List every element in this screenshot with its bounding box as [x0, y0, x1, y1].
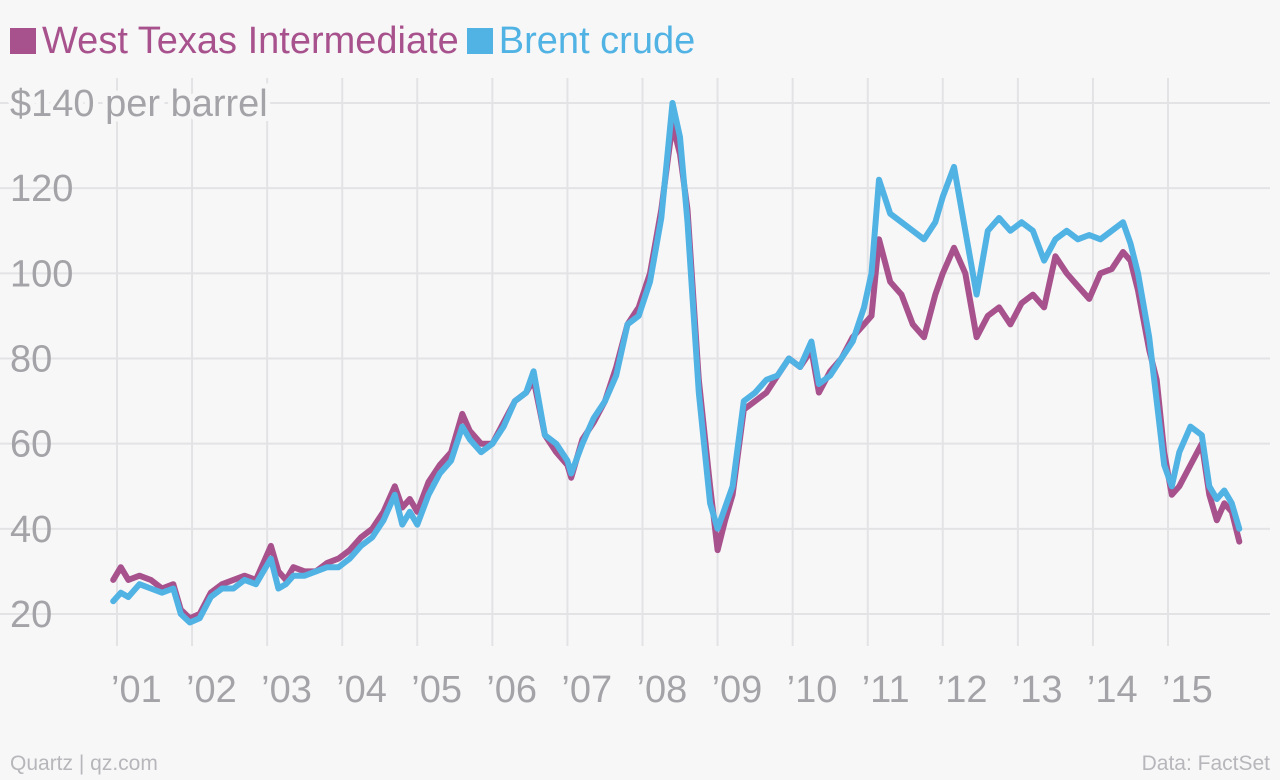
series-line-wti [110, 121, 1243, 622]
data-credit: Data: FactSet [1141, 752, 1270, 775]
y-tick-label: $140 per barrel [10, 83, 268, 125]
legend-swatch-brent [466, 28, 493, 54]
y-tick-label: 40 [10, 509, 52, 551]
y-tick-label: 20 [10, 594, 52, 636]
x-tick-label: ’14 [1087, 669, 1138, 711]
x-tick-label: ’07 [561, 669, 612, 711]
x-tick-label: ’05 [411, 669, 462, 711]
series-lines [110, 100, 1243, 626]
x-tick-label: ’04 [336, 669, 387, 711]
grid [0, 78, 1270, 646]
x-tick-label: ’02 [186, 669, 237, 711]
x-tick-label: ’15 [1162, 669, 1213, 711]
x-tick-label: ’03 [261, 669, 312, 711]
legend-label-wti: West Texas Intermediate [42, 20, 459, 62]
x-axis-labels: ’01 ’02 ’03 ’04 ’05 ’06 ’07 ’08 ’09 ’10 ’11 ’12 ’13 ’… [111, 669, 1213, 711]
y-tick-label: 100 [10, 253, 73, 295]
y-axis-labels: 20 40 60 80 100 120 $140 per barrel [5, 78, 273, 636]
legend-item-brent: Brent crude [466, 18, 696, 64]
x-tick-label: ’08 [637, 669, 688, 711]
y-tick-label: 120 [10, 168, 73, 210]
series-line-brent [110, 100, 1243, 626]
source-note: Quartz | qz.com [10, 752, 158, 775]
x-tick-label: ’06 [486, 669, 537, 711]
legend-swatch-wti [10, 28, 36, 54]
x-tick-label: ’10 [787, 669, 838, 711]
x-tick-label: ’11 [862, 669, 910, 711]
x-tick-label: ’12 [937, 669, 988, 711]
legend-item-wti: West Texas Intermediate [10, 18, 459, 64]
x-tick-label: ’01 [111, 669, 162, 711]
legend-label-brent: Brent crude [498, 20, 696, 62]
y-tick-label: 80 [10, 339, 52, 381]
x-tick-label: ’13 [1012, 669, 1063, 711]
x-tick-label: ’09 [712, 669, 763, 711]
legend: West Texas Intermediate Brent crude [10, 18, 703, 64]
y-tick-label: 60 [10, 424, 52, 466]
